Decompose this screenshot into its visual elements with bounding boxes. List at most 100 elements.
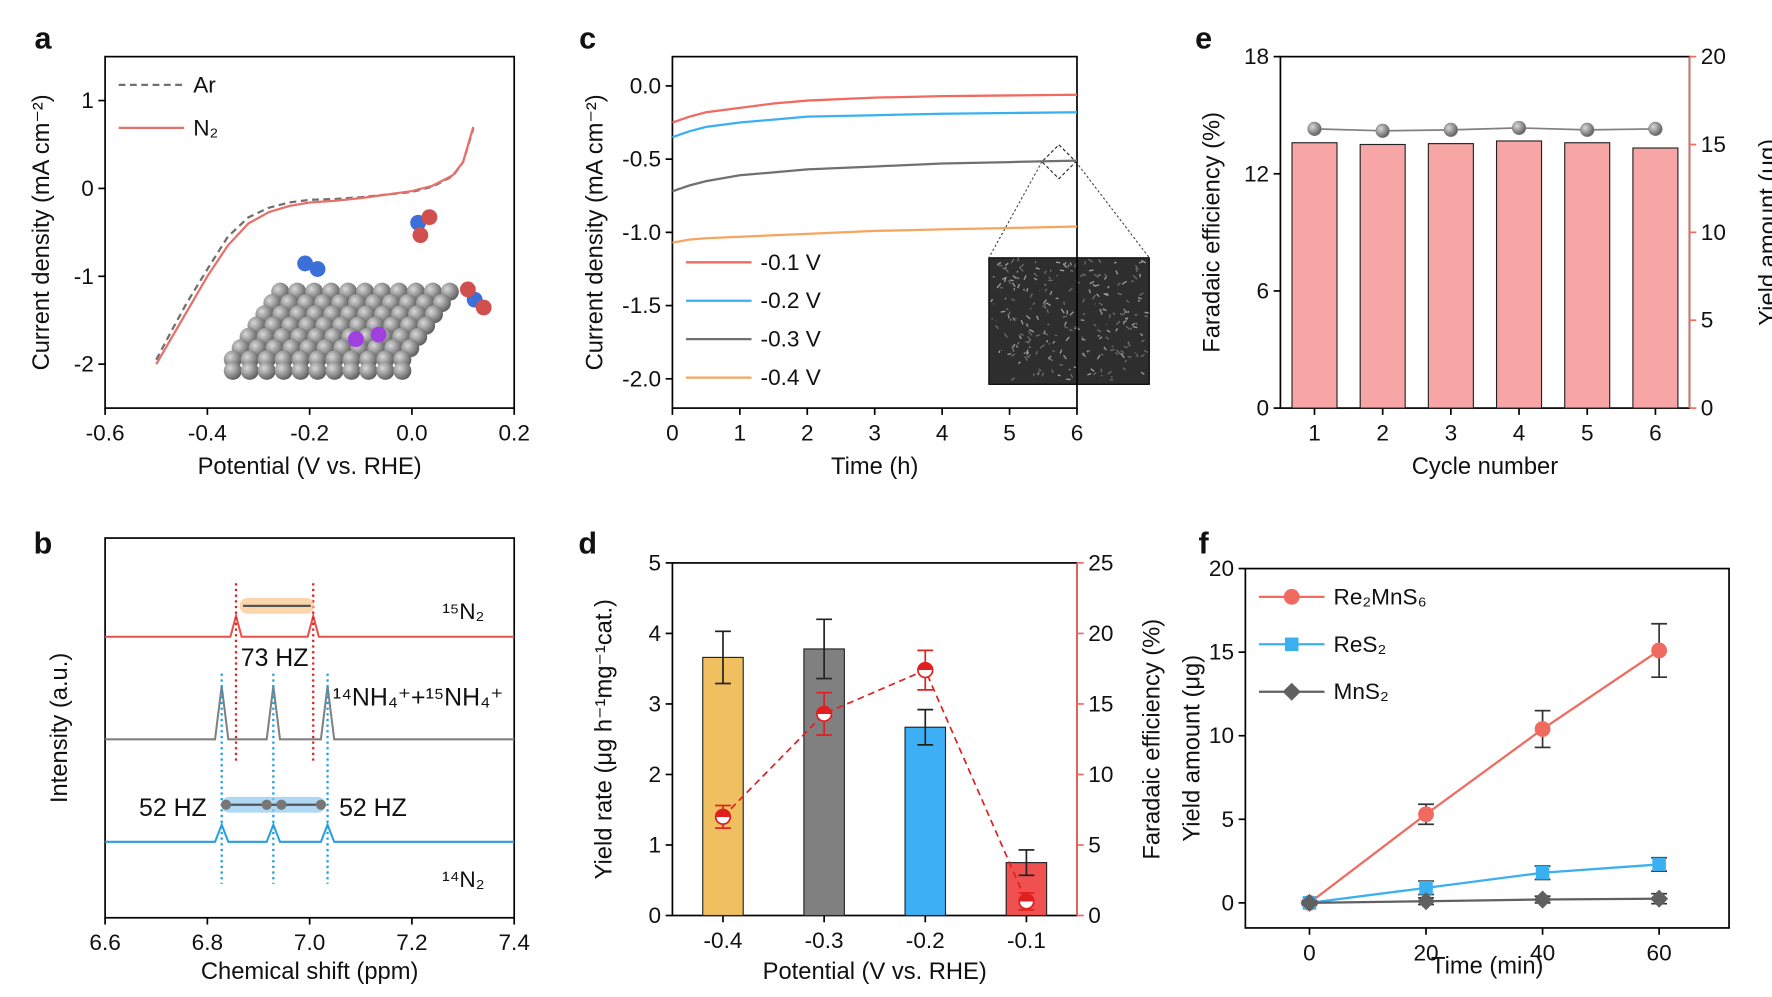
- sem-texture: [1088, 289, 1092, 294]
- panel-label: f: [1198, 527, 1209, 561]
- sem-texture: [1044, 306, 1047, 309]
- marker: [1511, 120, 1527, 135]
- sem-texture: [1029, 293, 1034, 298]
- sem-texture: [1012, 317, 1016, 322]
- trace-label: ¹⁵N₂: [442, 599, 484, 624]
- sem-texture: [1080, 319, 1085, 322]
- sem-texture: [1055, 261, 1061, 264]
- sem-texture: [1131, 322, 1136, 327]
- molecule-atom: [348, 331, 364, 348]
- sem-texture: [1050, 369, 1054, 374]
- y2-tick-label: 25: [1088, 550, 1113, 575]
- x-tick-label: 7.2: [396, 930, 427, 955]
- sem-texture: [1007, 352, 1012, 356]
- y2-axis-label: Yield amount (μg): [1756, 139, 1772, 326]
- sem-texture: [1069, 262, 1072, 266]
- sem-texture: [1068, 287, 1073, 292]
- sem-texture: [1135, 267, 1138, 273]
- x-tick-label: -0.4: [704, 928, 743, 953]
- sem-texture: [1091, 294, 1097, 300]
- sem-texture: [1005, 308, 1009, 311]
- x-tick-label: 0.2: [498, 420, 529, 445]
- marker: [1416, 892, 1436, 911]
- sem-texture: [1140, 371, 1145, 376]
- x-tick-label: 0: [666, 420, 679, 445]
- coupling-dot: [276, 799, 287, 810]
- sem-texture: [1099, 308, 1103, 314]
- sem-texture: [1035, 334, 1041, 337]
- data-line: [672, 111, 1077, 139]
- sem-texture: [1100, 353, 1104, 356]
- sem-texture: [1004, 267, 1009, 273]
- sem-texture: [1011, 282, 1016, 288]
- sem-texture: [1049, 290, 1053, 296]
- y-tick-label: 1: [81, 88, 94, 113]
- sem-texture: [1027, 338, 1032, 344]
- sem-texture: [1025, 341, 1029, 343]
- sem-texture: [1106, 329, 1111, 333]
- sem-texture: [1043, 270, 1047, 275]
- sem-texture: [1107, 370, 1112, 375]
- x-tick-label: 2: [801, 420, 814, 445]
- atom: [274, 361, 293, 380]
- x-tick-label: 20: [1413, 940, 1438, 965]
- sem-texture: [1098, 302, 1104, 306]
- x-axis-label: Time (h): [831, 454, 918, 480]
- sem-texture: [1096, 329, 1102, 333]
- y-tick-label: 20: [1209, 556, 1234, 581]
- y-axis-label: Current density (mA cm⁻²): [583, 94, 609, 370]
- sem-texture: [1067, 264, 1070, 267]
- sem-texture: [1012, 274, 1017, 279]
- sem-texture: [1115, 270, 1119, 275]
- marker: [1419, 881, 1433, 895]
- x-tick-label: 4: [1513, 420, 1526, 445]
- sem-texture: [1136, 353, 1139, 358]
- sem-texture: [1079, 273, 1085, 278]
- sem-texture: [1139, 292, 1144, 297]
- marker: [1443, 122, 1458, 137]
- sem-texture: [1082, 352, 1086, 357]
- molecule-atom: [370, 326, 387, 343]
- y-axis-label: Intensity (a.u.): [47, 653, 73, 803]
- sem-texture: [1065, 336, 1070, 342]
- sem-texture: [1081, 338, 1086, 341]
- y2-tick-label: 20: [1701, 44, 1726, 69]
- marker: [1580, 122, 1595, 137]
- sem-texture: [1115, 328, 1119, 332]
- sem-texture: [1088, 269, 1094, 272]
- trace-label: ¹⁴N₂: [442, 867, 484, 892]
- data-line: [722, 668, 1028, 902]
- marker: [1418, 806, 1434, 823]
- data-line: [672, 159, 1078, 193]
- marker: [1533, 890, 1552, 909]
- y-tick-label: 5: [1221, 807, 1234, 832]
- y-tick-label: -1.0: [622, 220, 661, 245]
- y-tick-label: 1: [649, 832, 662, 857]
- sem-texture: [1010, 258, 1015, 264]
- data-line: [155, 126, 475, 365]
- sem-texture: [1116, 320, 1121, 326]
- y-tick-label: -2.0: [622, 366, 661, 391]
- sem-texture: [1018, 266, 1024, 272]
- y-axis-label: Current density (mA cm⁻²): [29, 94, 55, 370]
- y-tick-label: 0: [81, 176, 94, 201]
- sem-texture: [1140, 353, 1145, 358]
- sem-texture: [1124, 317, 1129, 320]
- sem-texture: [1025, 323, 1029, 328]
- sem-texture: [1143, 349, 1149, 353]
- x-tick-label: 0: [1303, 940, 1316, 965]
- sem-texture: [1032, 301, 1036, 306]
- sem-texture: [1125, 325, 1131, 330]
- sem-texture: [1001, 276, 1007, 281]
- x-axis-label: Potential (V vs. RHE): [763, 959, 987, 985]
- sem-texture: [1001, 267, 1006, 270]
- x-axis-label: Cycle number: [1412, 454, 1558, 480]
- atom: [291, 361, 310, 380]
- marker: [1018, 893, 1035, 910]
- sem-texture: [1011, 298, 1016, 302]
- sem-texture: [1120, 350, 1123, 353]
- sem-texture: [1059, 349, 1063, 354]
- sem-texture: [1015, 345, 1019, 348]
- marker: [1307, 121, 1322, 136]
